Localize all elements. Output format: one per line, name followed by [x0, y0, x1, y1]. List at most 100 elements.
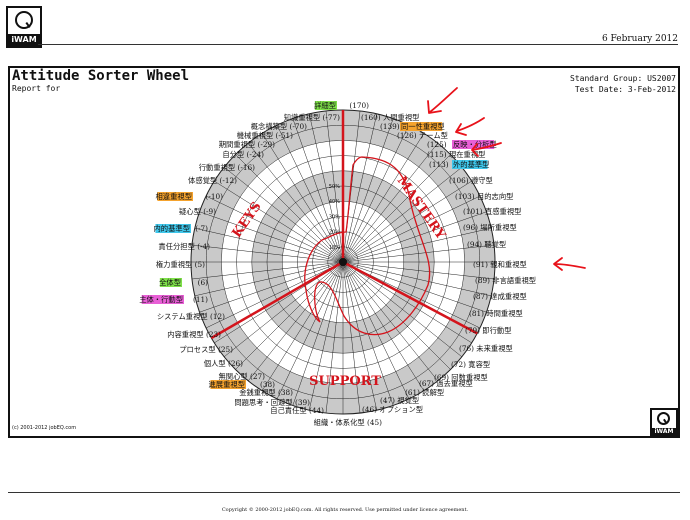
wheel-spoke [248, 143, 344, 263]
right-label-26: 組織・体系化型 (45) [314, 418, 383, 427]
wheel-spoke [342, 261, 451, 370]
footer-copyright: Copyright © 2000-2012 jobEQ.com. All rig… [221, 507, 469, 513]
wheel-spoke [325, 261, 344, 414]
annotation-arrow-3 [472, 142, 502, 151]
quadrant-label-support: SUPPORT [309, 374, 381, 389]
right-label-1: (139) [380, 122, 400, 131]
right-label-5: 反映・分析型 [453, 140, 497, 149]
wheel-spoke [191, 261, 344, 280]
wheel-spoke [342, 261, 378, 411]
logo-text-small: iWAM [652, 428, 676, 436]
annotation-arrow-4-head [553, 257, 563, 271]
iwam-logo: iWAM [6, 6, 42, 48]
wheel-spoke [342, 180, 472, 263]
left-label-7: 行動重視型 (-16) [199, 163, 255, 172]
left-label-1: (170) [349, 101, 369, 110]
left-label-15: 権力重視型 (5) [156, 260, 205, 269]
left-label-23: 個人型 (26) [204, 359, 243, 368]
wheel-spoke [224, 167, 344, 263]
wheel-spoke [261, 133, 344, 263]
wheel-spoke [342, 261, 472, 344]
left-label-13: (-7) [195, 224, 208, 233]
wheel-spoke [276, 261, 344, 400]
wheel-spoke [308, 113, 344, 263]
wheel-spoke [342, 261, 492, 297]
annotation-arrow-1-head [427, 100, 442, 114]
wheel-spoke [194, 227, 344, 263]
profile-outline [304, 156, 431, 336]
right-label-15: (89) 非言語重視型 [475, 276, 536, 285]
annotation-arrow-2-head [455, 123, 467, 136]
wheel-spoke [342, 118, 394, 263]
right-label-20: (72) 寛容型 [451, 360, 490, 369]
wheel-spoke [205, 195, 344, 263]
wheel-spoke [194, 261, 344, 297]
right-label-24: (47) 視覚型 [380, 396, 419, 405]
annotation-arrow-2 [456, 117, 485, 132]
right-label-18: (79) 即行動型 [465, 326, 512, 335]
left-label-11: 疑心型 (-9) [179, 207, 216, 216]
left-label-29: 自己責任型 (44) [270, 406, 324, 415]
right-label-23: (61) 読解型 [405, 388, 444, 397]
logo-ring-icon [15, 11, 33, 29]
wheel-spoke [342, 154, 451, 263]
left-label-20: システム重視型 (12) [157, 312, 225, 321]
report-title: Attitude Sorter Wheel [12, 68, 190, 84]
left-label-10: (-10) [206, 192, 224, 201]
report-frame [8, 66, 680, 438]
left-label-22: プロセス型 (25) [179, 345, 233, 354]
wheel-spoke [342, 261, 438, 381]
left-label-0: 詳細型 [314, 101, 336, 110]
left-label-12-highlight [155, 224, 191, 233]
percent-label: 20% [329, 230, 340, 236]
right-label-25: (46) オプション型 [362, 405, 423, 414]
left-label-9-highlight [157, 192, 193, 201]
sector-divider [210, 260, 344, 340]
right-label-11: (101) 直感重視型 [463, 207, 521, 216]
wheel-spoke [342, 261, 462, 357]
right-label-8: 外的基準型 [453, 160, 489, 169]
wheel-spoke [342, 124, 410, 263]
right-label-5-highlight [452, 140, 495, 149]
left-label-18-highlight [141, 295, 184, 304]
right-label-22: (67) 過去重視型 [419, 379, 473, 388]
wheel-spoke [261, 261, 344, 391]
right-label-7: (113) [429, 160, 449, 169]
right-label-19: (76) 未来重視型 [459, 344, 513, 353]
right-label-9: (106) 遵守型 [449, 176, 493, 185]
left-label-0-highlight [314, 101, 337, 110]
left-label-21: 内容重視型 (23) [167, 330, 221, 339]
wheel-spoke [308, 261, 344, 411]
test-date: Test Date: 3-Feb-2012 [574, 85, 676, 94]
percent-label: 50% [329, 184, 340, 190]
right-label-4: (125) [427, 140, 447, 149]
wheel-spoke [276, 124, 344, 263]
left-label-9: 相違重視型 [156, 192, 192, 201]
wheel-spoke [342, 244, 495, 263]
wheel-spoke [292, 118, 344, 263]
right-label-17: (81) 時間重視型 [469, 309, 523, 318]
wheel-spoke [342, 261, 487, 313]
wheel-spoke [342, 261, 361, 414]
right-label-6: (115) 現在重視型 [427, 150, 485, 159]
percent-label: 40% [329, 199, 340, 205]
right-label-8-highlight [452, 160, 488, 169]
right-label-10: (103) 目的志向型 [455, 192, 513, 201]
wheel-spoke [292, 261, 344, 406]
left-label-25-highlight [210, 380, 246, 389]
wheel-spoke [224, 261, 344, 357]
left-label-16-highlight [159, 278, 182, 287]
wheel-spoke [342, 113, 378, 263]
annotation-arrow-1 [429, 87, 458, 113]
wheel-spoke [342, 261, 425, 391]
left-label-27: 金銭重視型 (38) [239, 388, 293, 397]
left-label-4: 機械重視型 (-51) [237, 131, 293, 140]
wheel-spoke [205, 261, 344, 329]
left-label-8: 体感覚型 (-12) [188, 176, 237, 185]
right-label-21: (69) 回数重視型 [434, 373, 488, 382]
annotation-arrow-4 [554, 263, 586, 269]
report-for: Report for [12, 84, 61, 93]
sector-divider [342, 260, 478, 335]
left-label-18: 主体・行動型 [139, 295, 183, 304]
